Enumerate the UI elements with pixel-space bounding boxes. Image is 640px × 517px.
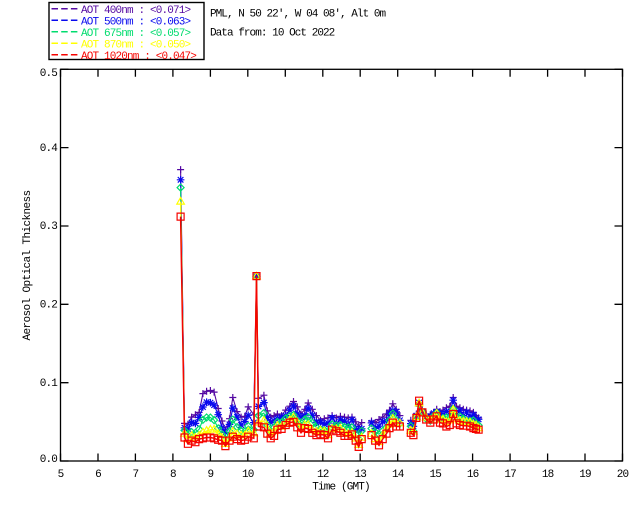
svg-text:0.1: 0.1 [40,378,59,390]
svg-text:AOT 500nm : <0.063>: AOT 500nm : <0.063> [81,17,191,29]
svg-text:AOT 675nm : <0.057>: AOT 675nm : <0.057> [81,28,191,40]
svg-text:Aerosol Optical Thickness: Aerosol Optical Thickness [22,190,34,340]
svg-text:PML, N 50 22', W 04 08', Alt 0: PML, N 50 22', W 04 08', Alt 0m [210,9,387,21]
svg-text:8: 8 [170,469,176,481]
svg-text:14: 14 [392,469,405,481]
svg-text:9: 9 [208,469,214,481]
svg-text:16: 16 [467,469,479,481]
svg-text:18: 18 [542,469,554,481]
svg-text:0.0: 0.0 [40,454,58,466]
svg-text:20: 20 [617,469,629,481]
svg-text:Time (GMT): Time (GMT) [312,482,370,494]
svg-text:7: 7 [133,469,139,481]
svg-text:AOT 400nm : <0.071>: AOT 400nm : <0.071> [81,5,191,17]
svg-text:5: 5 [58,469,64,481]
svg-text:15: 15 [429,469,441,481]
svg-text:12: 12 [317,469,329,481]
svg-text:17: 17 [504,469,516,481]
svg-text:0.3: 0.3 [40,221,58,233]
svg-text:Data from: 10 Oct 2022: Data from: 10 Oct 2022 [210,28,335,40]
svg-text:10: 10 [242,469,254,481]
svg-text:6: 6 [95,469,101,481]
svg-text:AOT 870nm : <0.050>: AOT 870nm : <0.050> [81,39,191,51]
svg-text:0.2: 0.2 [40,300,58,312]
svg-text:13: 13 [354,469,366,481]
svg-text:11: 11 [280,469,293,481]
svg-text:AOT 1020nm : <0.047>: AOT 1020nm : <0.047> [81,51,196,63]
svg-text:0.5: 0.5 [40,68,58,80]
svg-text:0.4: 0.4 [40,143,59,155]
svg-text:19: 19 [579,469,591,481]
